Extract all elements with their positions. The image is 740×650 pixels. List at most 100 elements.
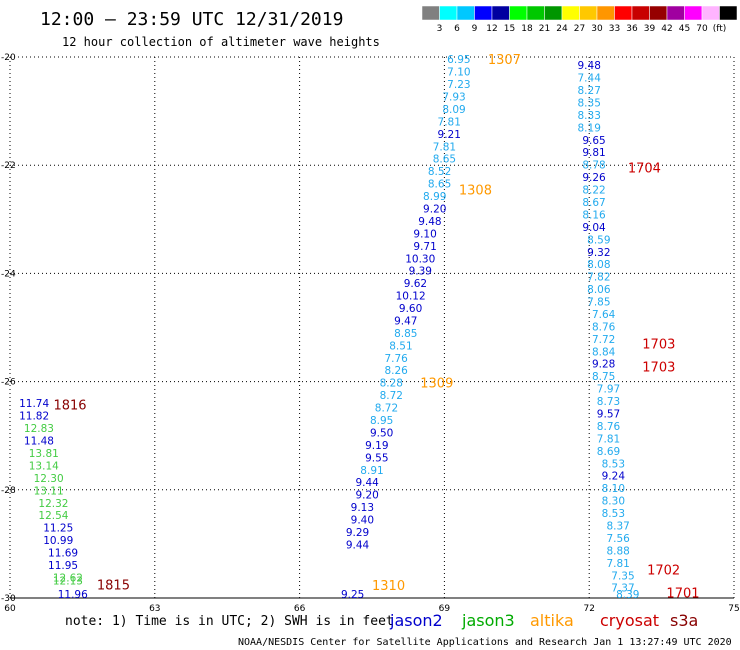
wave-height-value: 8.53: [602, 508, 625, 520]
wave-height-value: 12.30: [34, 473, 64, 485]
colorbar-swatch: [561, 5, 580, 21]
wave-height-value: 8.37: [606, 521, 629, 533]
colorbar-label: 39: [644, 24, 656, 34]
wave-height-value: 8.26: [384, 365, 408, 377]
wave-height-value: 12.13: [53, 576, 83, 588]
colorbar-swatch: [474, 5, 493, 21]
wave-height-value: 9.62: [404, 278, 427, 290]
wave-height-value: 8.72: [375, 403, 398, 415]
wave-height-value: 7.97: [597, 384, 620, 396]
wave-height-value: 6.95: [447, 54, 470, 66]
colorbar-swatch: [509, 5, 528, 21]
colorbar-label: 70: [696, 24, 708, 34]
wave-height-value: 9.10: [413, 228, 436, 240]
wave-height-value: 12.83: [24, 423, 54, 435]
wave-height-value: 9.44: [346, 539, 370, 551]
wave-height-value: 7.85: [587, 297, 610, 309]
wave-height-value: 11.25: [43, 523, 73, 535]
wave-height-value: 12.62: [53, 572, 83, 584]
wave-height-value: 9.29: [346, 527, 369, 539]
satellite-label-jason3: jason3: [461, 611, 515, 630]
wave-height-value: 8.16: [582, 209, 606, 221]
colorbar-label: (ft): [713, 24, 727, 34]
wave-height-value: 7.35: [611, 570, 634, 582]
x-tick-label: 63: [149, 604, 160, 614]
wave-height-value: 9.20: [423, 203, 446, 215]
wave-height-value: 8.53: [602, 458, 625, 470]
wave-height-value: 8.09: [442, 104, 465, 116]
wave-height-value: 11.69: [48, 548, 78, 560]
wave-height-value: 9.24: [602, 471, 626, 483]
y-tick-label: -28: [1, 486, 16, 496]
colorbar-label: 30: [591, 24, 603, 34]
pass-label: 1703: [642, 360, 675, 375]
wave-height-value: 10.99: [43, 535, 73, 547]
wave-height-value: 8.75: [592, 371, 615, 383]
wave-height-value: 9.44: [355, 477, 379, 489]
wave-height-value: 8.52: [428, 166, 451, 178]
satellite-legend: jason2 jason3 altika cryosat s3a: [389, 611, 698, 630]
wave-height-value: 8.65: [428, 179, 451, 191]
pass-labels: 1816 1815 1307 1308 1309 1310 1704 1703 1703 1702…: [53, 53, 699, 601]
wave-height-value: 9.65: [582, 135, 605, 147]
wave-height-value: 8.22: [582, 185, 605, 197]
colorbar-label: 27: [574, 24, 585, 34]
x-tick-label: 60: [4, 604, 16, 614]
pass-label: 1701: [666, 587, 699, 602]
colorbar-swatch: [666, 5, 685, 21]
wave-height-value: 8.95: [370, 415, 393, 427]
colorbar-swatch: [456, 5, 475, 21]
wave-height-value: 7.72: [592, 334, 615, 346]
satellite-label-jason2: jason2: [389, 611, 443, 630]
wave-height-value: 9.39: [409, 266, 432, 278]
wave-height-value: 7.81: [433, 141, 456, 153]
y-tick-label: -26: [1, 378, 16, 388]
wave-height-value: 8.08: [587, 259, 610, 271]
wave-height-value: 7.81: [606, 558, 629, 570]
pass-label: 1309: [420, 377, 453, 392]
x-tick-labels: 60 63 66 69 72 75: [4, 604, 739, 614]
wave-height-value: 9.21: [438, 129, 461, 141]
wave-height-value: 12.54: [38, 510, 68, 522]
x-tick-label: 69: [439, 604, 451, 614]
wave-height-value: 8.69: [597, 446, 620, 458]
colorbar-swatch: [631, 5, 650, 21]
wave-height-value: 10.12: [396, 291, 426, 303]
wave-height-value: 7.64: [592, 309, 616, 321]
colorbar-swatch: [701, 5, 720, 21]
pass-label: 1815: [97, 578, 130, 593]
wave-height-value: 8.84: [592, 346, 616, 358]
wave-height-value: 7.76: [384, 353, 408, 365]
colorbar-swatch: [719, 5, 738, 21]
chart-title: 12:00 – 23:59 UTC 12/31/2019: [40, 9, 343, 30]
y-tick-labels: -20 -22 -24 -26 -28 -30: [1, 53, 16, 604]
colorbar-label: 15: [504, 24, 515, 34]
wave-height-value: 8.76: [592, 321, 616, 333]
colorbar-label: 18: [521, 24, 533, 34]
wave-height-value: 12.32: [38, 498, 68, 510]
x-tick-label: 75: [728, 604, 739, 614]
colorbar-label: 45: [679, 24, 690, 34]
wave-height-value: 8.59: [587, 234, 610, 246]
wave-height-value: 9.48: [578, 60, 601, 72]
colorbar-label: 3: [437, 24, 443, 34]
wave-height-value: 13.11: [34, 485, 64, 497]
colorbar-label: 9: [472, 24, 478, 34]
wave-height-value: 9.40: [351, 515, 374, 527]
wave-height-value: 9.26: [582, 172, 606, 184]
wave-height-value: 11.95: [48, 560, 78, 572]
wave-height-value: 8.30: [602, 496, 625, 508]
wave-height-value: 11.48: [24, 436, 54, 448]
wave-height-value: 7.37: [611, 583, 634, 595]
wave-height-value: 8.06: [587, 284, 611, 296]
wave-height-value: 8.19: [578, 122, 601, 134]
satellite-label-cryosat: cryosat: [600, 611, 659, 630]
pass-label: 1310: [372, 579, 405, 594]
wave-height-value: 8.72: [380, 390, 403, 402]
colorbar-swatch: [439, 5, 458, 21]
wave-height-value: 9.50: [370, 427, 393, 439]
wave-height-value: 7.93: [442, 91, 465, 103]
footer-note: note: 1) Time is in UTC; 2) SWH is in fe…: [65, 614, 394, 629]
y-tick-label: -22: [1, 161, 16, 171]
wave-height-value: 8.10: [602, 483, 625, 495]
